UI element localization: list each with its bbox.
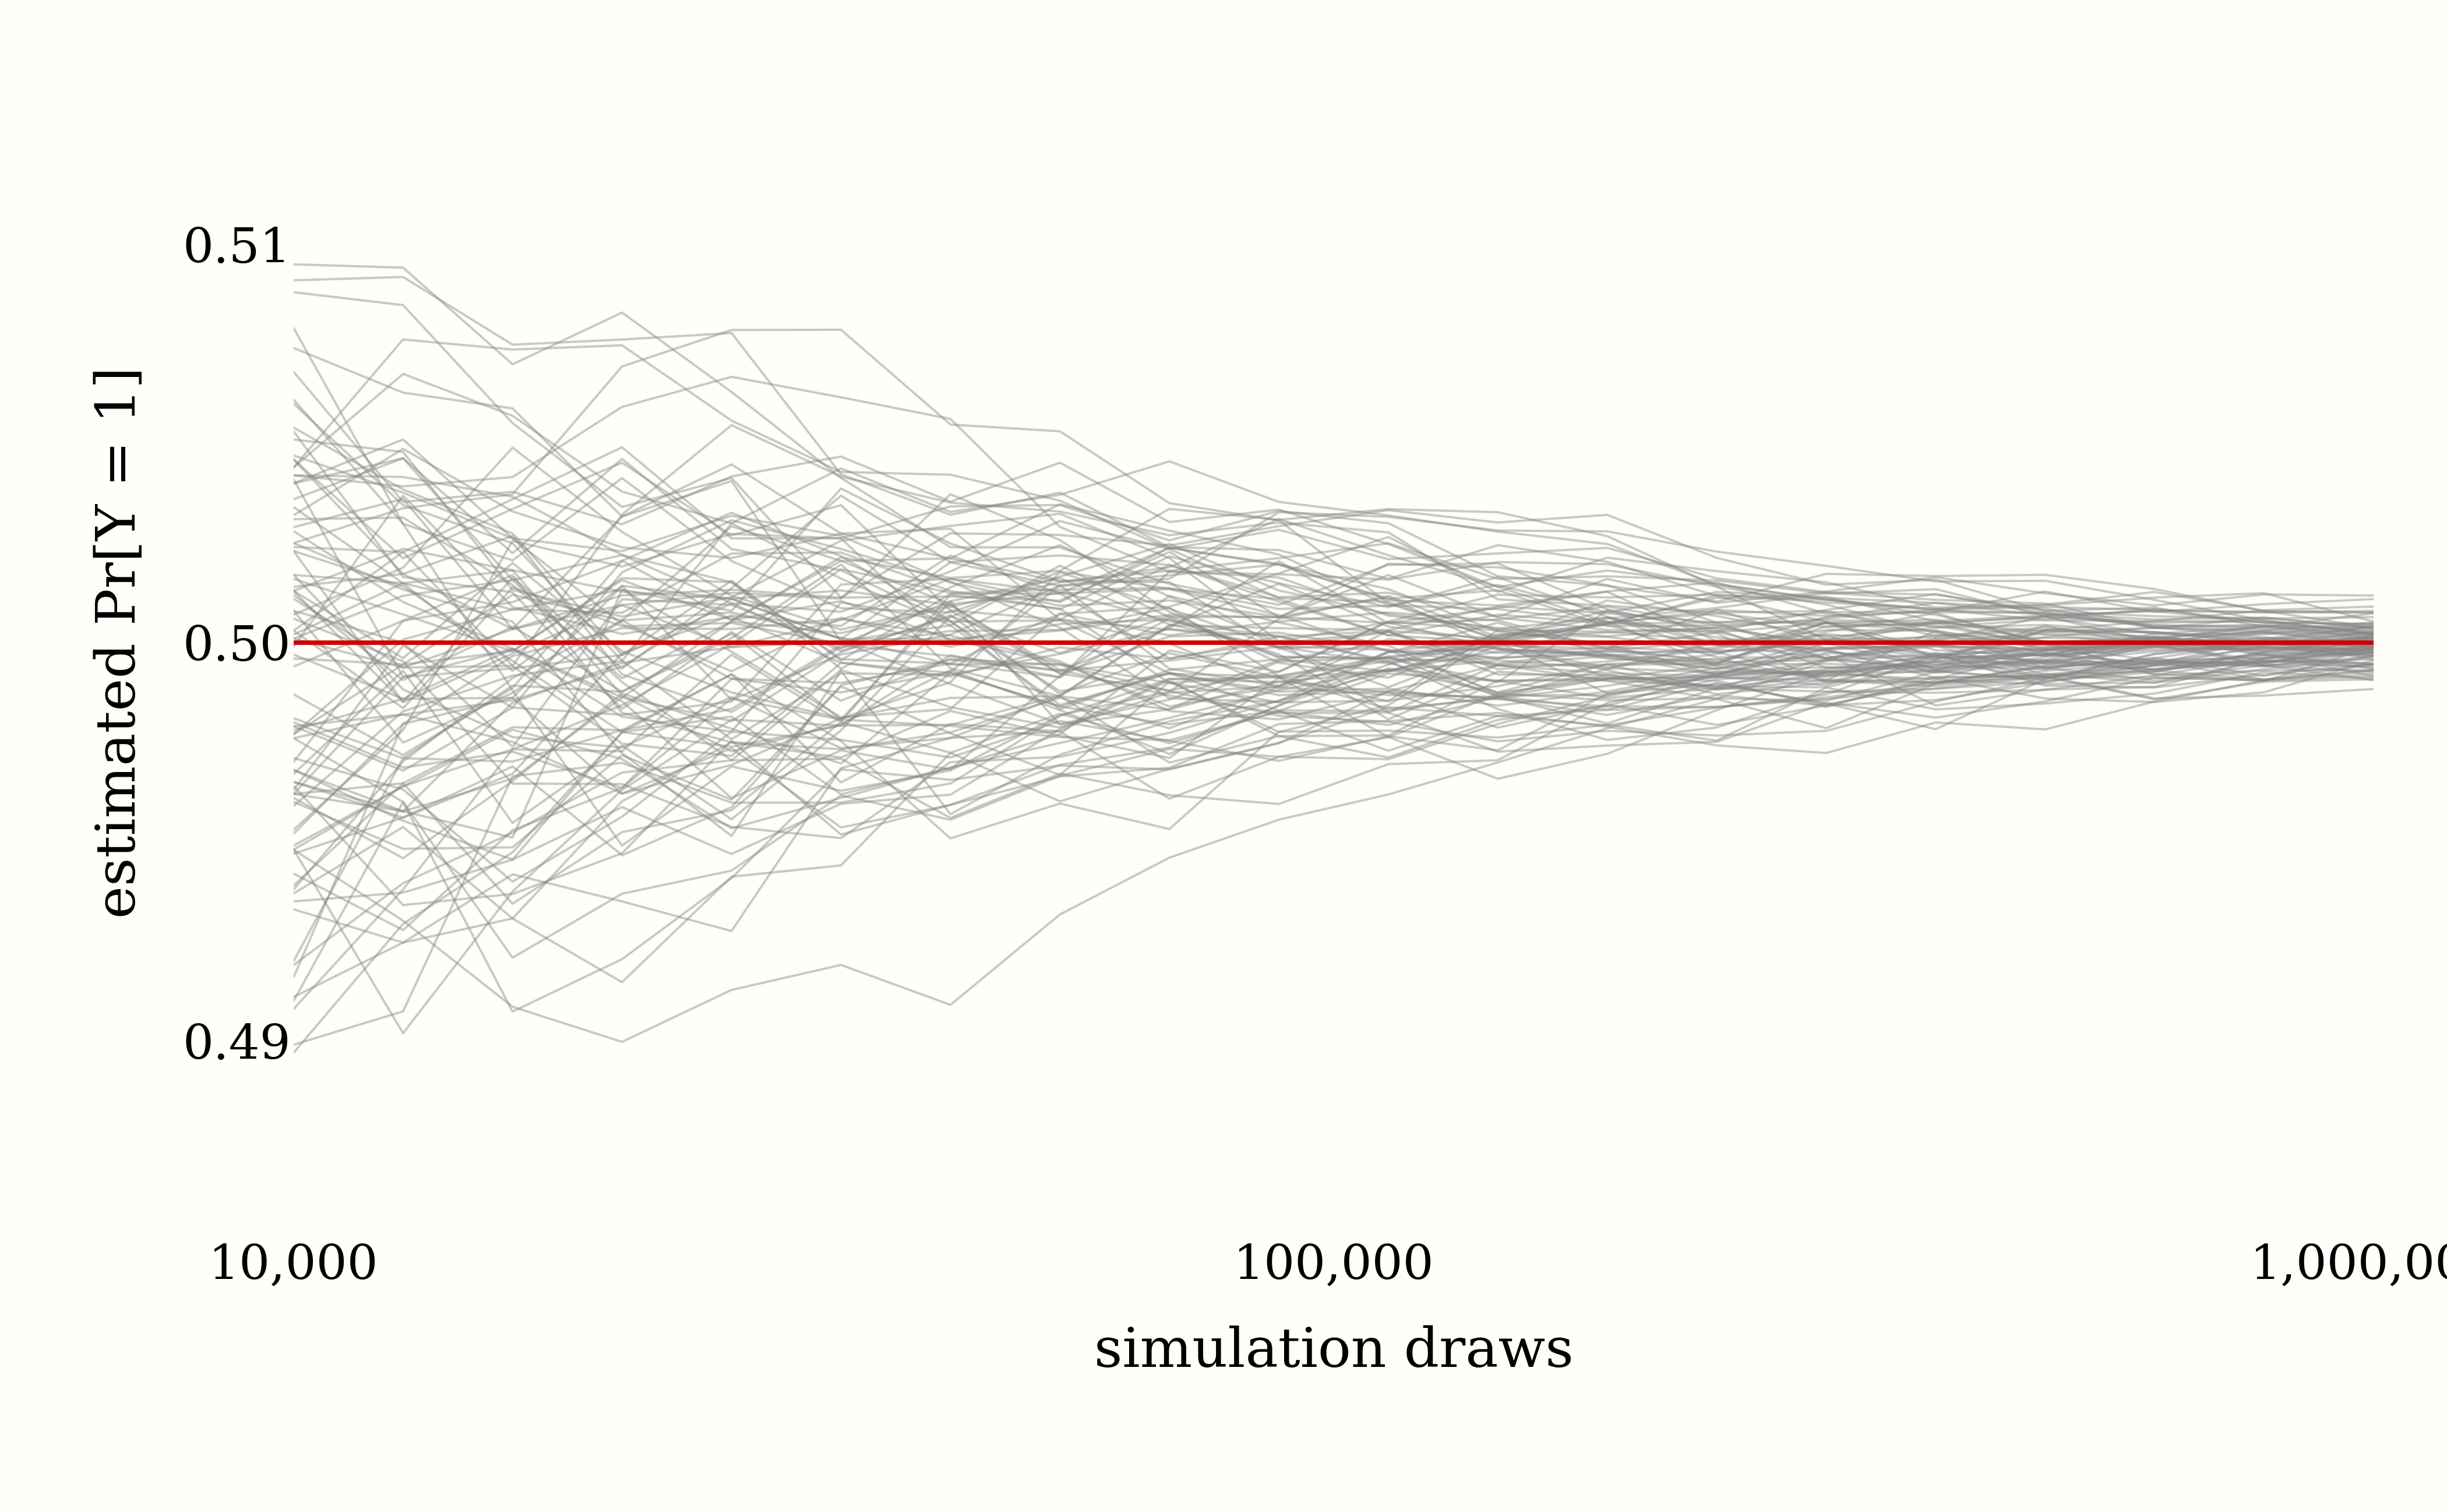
X-axis label: simulation draws: simulation draws [1094,1326,1573,1377]
Y-axis label: estimated Pr[Y = 1]: estimated Pr[Y = 1] [93,367,147,918]
